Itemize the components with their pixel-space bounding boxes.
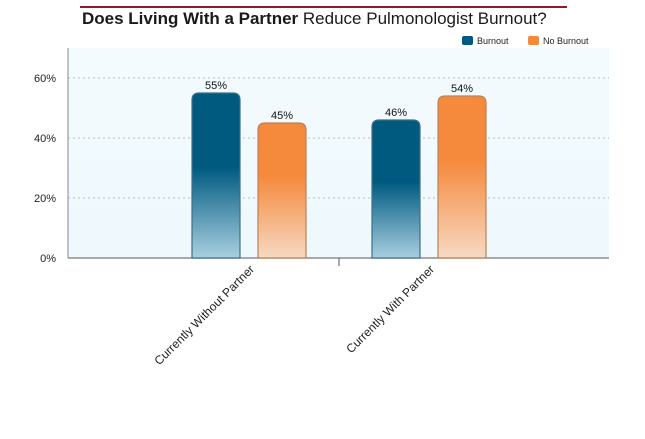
legend-label: Burnout [477,36,509,46]
x-tick-label: Currently Without Partner [151,262,257,368]
chart-title-bold: Does Living With a Partner [82,9,299,28]
legend-label: No Burnout [543,36,589,46]
data-label: 55% [205,80,227,92]
x-tick-label: Currently With Partner [343,262,437,356]
plot-area [68,48,609,258]
y-tick-label: 40% [34,133,56,145]
chart-title-rest: Reduce Pulmonologist Burnout? [302,9,547,28]
title-rule [80,6,567,8]
data-label: 45% [271,110,293,122]
y-tick-label: 60% [34,73,56,85]
chart-title: Does Living With a Partner Reduce Pulmon… [82,9,547,29]
bar-burnout [191,92,241,259]
bar-no-burnout [257,122,307,259]
data-label: 46% [385,107,407,119]
y-tick-label: 0% [40,253,56,265]
data-label: 54% [451,83,473,95]
bar-burnout [371,119,421,259]
legend-swatch-no-burnout [528,36,539,45]
bar-no-burnout [437,95,487,259]
y-tick-label: 20% [34,193,56,205]
legend-swatch-burnout [462,36,473,45]
